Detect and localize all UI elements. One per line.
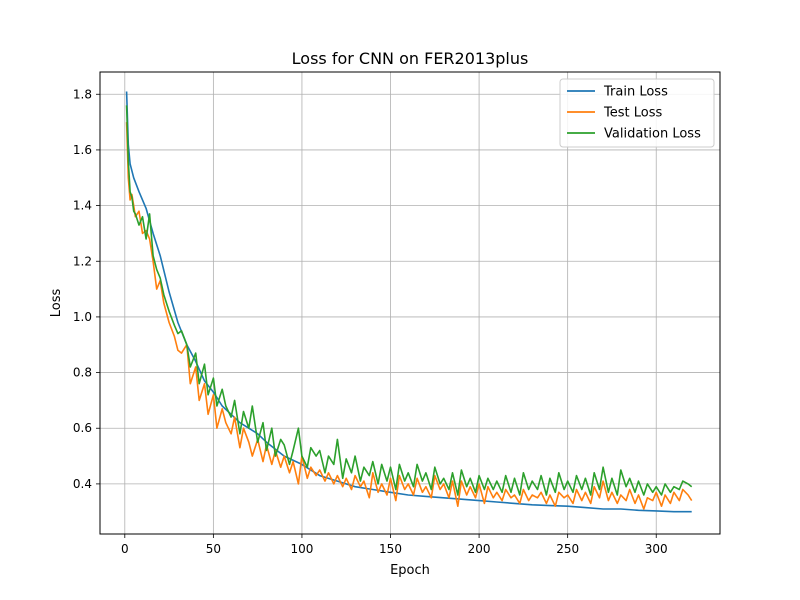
x-axis-label: Epoch bbox=[390, 563, 430, 578]
legend-label: Train Loss bbox=[603, 85, 668, 100]
x-tick-label: 100 bbox=[290, 542, 313, 556]
y-tick-label: 1.4 bbox=[73, 199, 92, 213]
legend: Train Loss Test Loss Validation Loss bbox=[559, 78, 715, 148]
y-axis-ticks: 0.4 0.6 0.8 1.0 1.2 1.4 1.6 1.8 bbox=[73, 87, 100, 491]
y-tick-label: 0.8 bbox=[73, 366, 92, 380]
chart-title: Loss for CNN on FER2013plus bbox=[292, 49, 529, 68]
series-line-3 bbox=[125, 105, 693, 496]
legend-label: Validation Loss bbox=[604, 127, 701, 142]
y-tick-label: 0.6 bbox=[73, 421, 92, 435]
x-tick-label: 200 bbox=[468, 542, 491, 556]
series-lines bbox=[125, 91, 693, 513]
series-line-1 bbox=[125, 91, 692, 513]
legend-box bbox=[559, 78, 715, 148]
x-tick-label: 0 bbox=[121, 542, 129, 556]
plot-frame bbox=[99, 71, 721, 535]
x-axis-ticks: 0 50 100 150 200 250 300 bbox=[121, 534, 668, 556]
y-tick-label: 1.2 bbox=[73, 254, 92, 268]
grid-lines bbox=[100, 72, 720, 534]
legend-label: Test Loss bbox=[603, 106, 662, 121]
x-tick-label: 150 bbox=[379, 542, 402, 556]
y-tick-label: 1.6 bbox=[73, 143, 92, 157]
x-tick-label: 300 bbox=[645, 542, 668, 556]
x-tick-label: 250 bbox=[556, 542, 579, 556]
y-tick-label: 0.4 bbox=[73, 477, 92, 491]
y-tick-label: 1.8 bbox=[73, 87, 92, 101]
x-tick-label: 50 bbox=[206, 542, 221, 556]
y-tick-label: 1.0 bbox=[73, 310, 92, 324]
series-line-2 bbox=[125, 122, 693, 510]
y-axis-label: Loss bbox=[49, 289, 64, 318]
